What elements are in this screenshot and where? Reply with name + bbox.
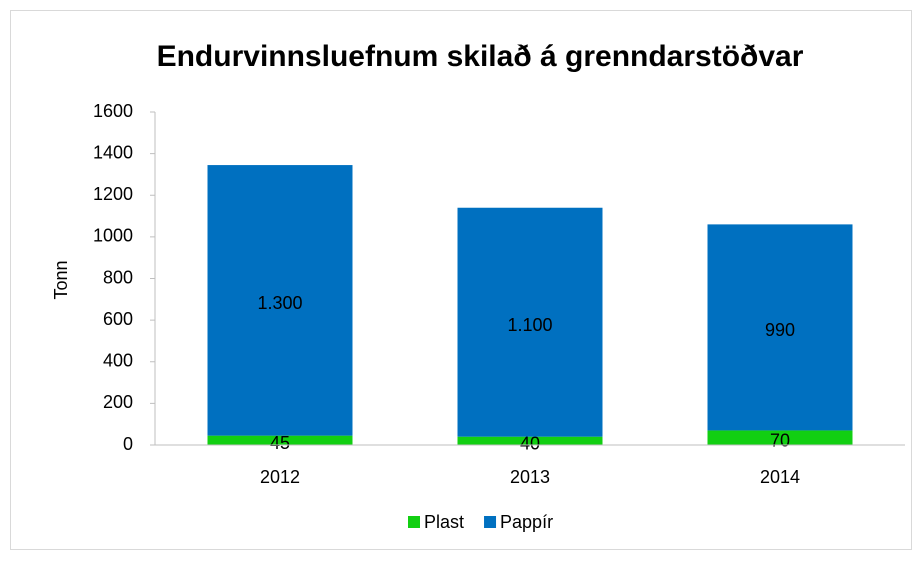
y-tick-label: 1000 [93, 226, 133, 246]
x-tick-label: 2012 [260, 467, 300, 487]
legend-swatch [484, 516, 497, 528]
bar-segment [457, 436, 603, 445]
y-axis-label: Tonn [51, 260, 71, 299]
data-label: 45 [270, 433, 290, 453]
data-label: 40 [520, 434, 540, 454]
y-tick-label: 0 [123, 434, 133, 454]
data-label: 1.100 [507, 315, 552, 335]
bar-segment [207, 435, 353, 445]
bar-segment [707, 430, 853, 445]
y-tick-label: 400 [103, 351, 133, 371]
chart-title: Endurvinnsluefnum skilað á grenndarstöðv… [157, 40, 804, 73]
y-tick-label: 1400 [93, 142, 133, 162]
data-label: 990 [765, 320, 795, 340]
bar-segment [207, 165, 353, 436]
bar-segment [707, 224, 853, 431]
legend-swatch [408, 516, 420, 528]
bar-segment [457, 207, 603, 437]
y-tick-label: 1600 [93, 101, 133, 121]
y-tick-label: 800 [103, 267, 133, 287]
y-tick-label: 200 [103, 392, 133, 412]
data-label: 1.300 [257, 293, 302, 313]
x-tick-label: 2013 [510, 467, 550, 487]
y-tick-label: 600 [103, 309, 133, 329]
x-tick-label: 2014 [760, 467, 800, 487]
legend-label: Plast [424, 512, 464, 532]
legend-label: Pappír [500, 512, 553, 532]
data-label: 70 [770, 430, 790, 450]
y-tick-label: 1200 [93, 184, 133, 204]
